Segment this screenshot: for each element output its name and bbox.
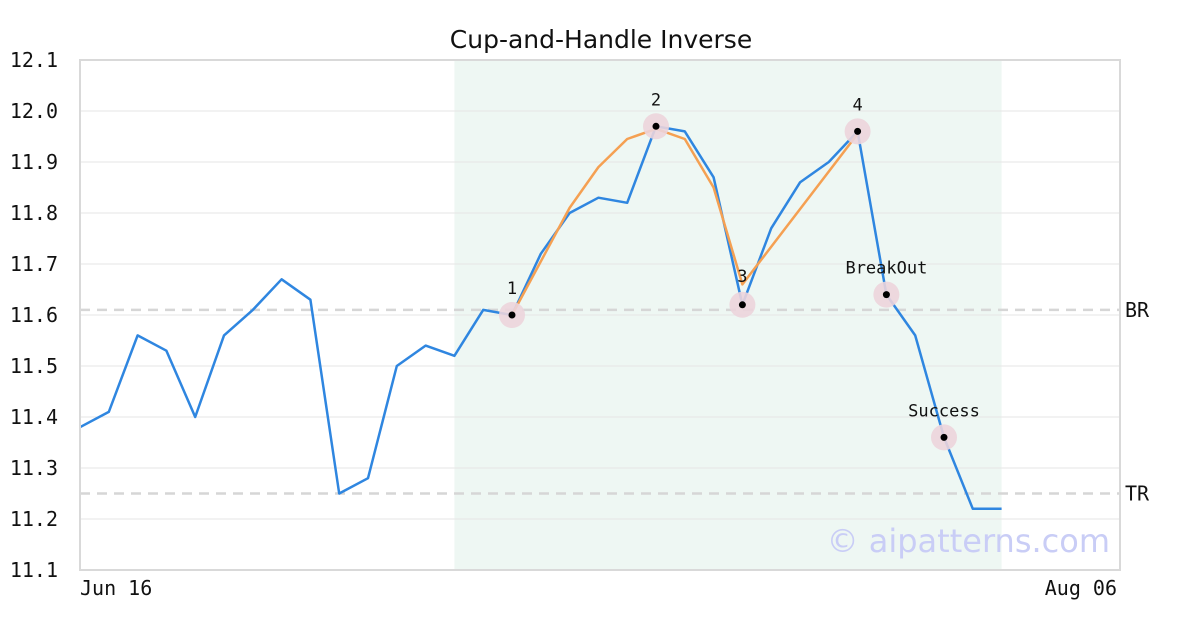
y-tick-label: 11.4 (10, 405, 58, 429)
marker-point (882, 291, 890, 299)
marker-point (738, 301, 746, 309)
price-series-line (79, 125, 1002, 511)
marker-point (854, 127, 862, 135)
marker-label: Success (908, 401, 980, 421)
reference-label-tr: TR (1125, 482, 1150, 506)
y-tick-label: 12.0 (10, 99, 58, 123)
watermark: © aipatterns.com (827, 522, 1110, 560)
y-tick-label: 11.1 (10, 558, 58, 582)
y-tick-label: 11.5 (10, 354, 58, 378)
y-tick-label: 11.9 (10, 150, 58, 174)
y-tick-label: 11.7 (10, 252, 58, 276)
y-tick-label: 11.3 (10, 456, 58, 480)
marker-point (940, 433, 948, 441)
marker-point (508, 311, 516, 319)
plot-border (79, 59, 1121, 571)
marker-label: BreakOut (845, 259, 927, 279)
y-tick-label: 11.2 (10, 507, 58, 531)
marker-label: 4 (852, 95, 862, 115)
x-tick-label: Aug 06 (1045, 576, 1117, 600)
marker-label: 1 (507, 279, 517, 299)
chart-title: Cup-and-Handle Inverse (450, 25, 752, 54)
x-tick-label: Jun 16 (80, 576, 152, 600)
y-tick-label: 11.6 (10, 303, 58, 327)
y-tick-label: 12.1 (10, 48, 58, 72)
reference-label-br: BR (1125, 298, 1150, 322)
marker-label: 2 (651, 90, 661, 110)
marker-point (652, 122, 660, 130)
y-tick-label: 11.8 (10, 201, 58, 225)
marker-label: 3 (737, 267, 747, 287)
